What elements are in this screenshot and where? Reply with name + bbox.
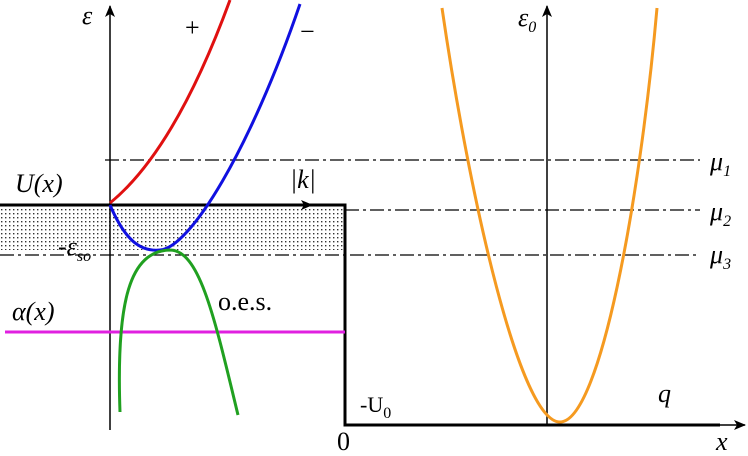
alpha-label: α(x): [12, 297, 55, 326]
potential-step: [0, 203, 720, 427]
potential-label: U(x): [15, 169, 63, 198]
parabola: [440, 7, 659, 424]
energy-0-label: ε0: [518, 3, 536, 36]
mu-1-label: μ1: [709, 147, 731, 180]
x-label: x: [715, 427, 728, 456]
plus-branch: [109, 0, 232, 205]
oes-branch: [117, 248, 240, 416]
energy-label: ε: [82, 1, 93, 30]
spin-orbit-label: -εso: [58, 232, 91, 265]
oes-label: o.e.s.: [218, 287, 272, 316]
mu-3-label: μ3: [709, 240, 731, 273]
minus-label: −: [300, 17, 315, 46]
q-label: q: [658, 379, 671, 408]
well-depth-label: -U0: [360, 392, 391, 422]
plus-label: +: [185, 13, 200, 42]
k-label: |k|: [290, 165, 316, 194]
mu-2-label: μ2: [709, 197, 731, 230]
level-lines: [0, 159, 700, 256]
filled-region: [0, 206, 345, 250]
origin-label: 0: [337, 427, 350, 456]
minus-branch: [108, 3, 302, 252]
